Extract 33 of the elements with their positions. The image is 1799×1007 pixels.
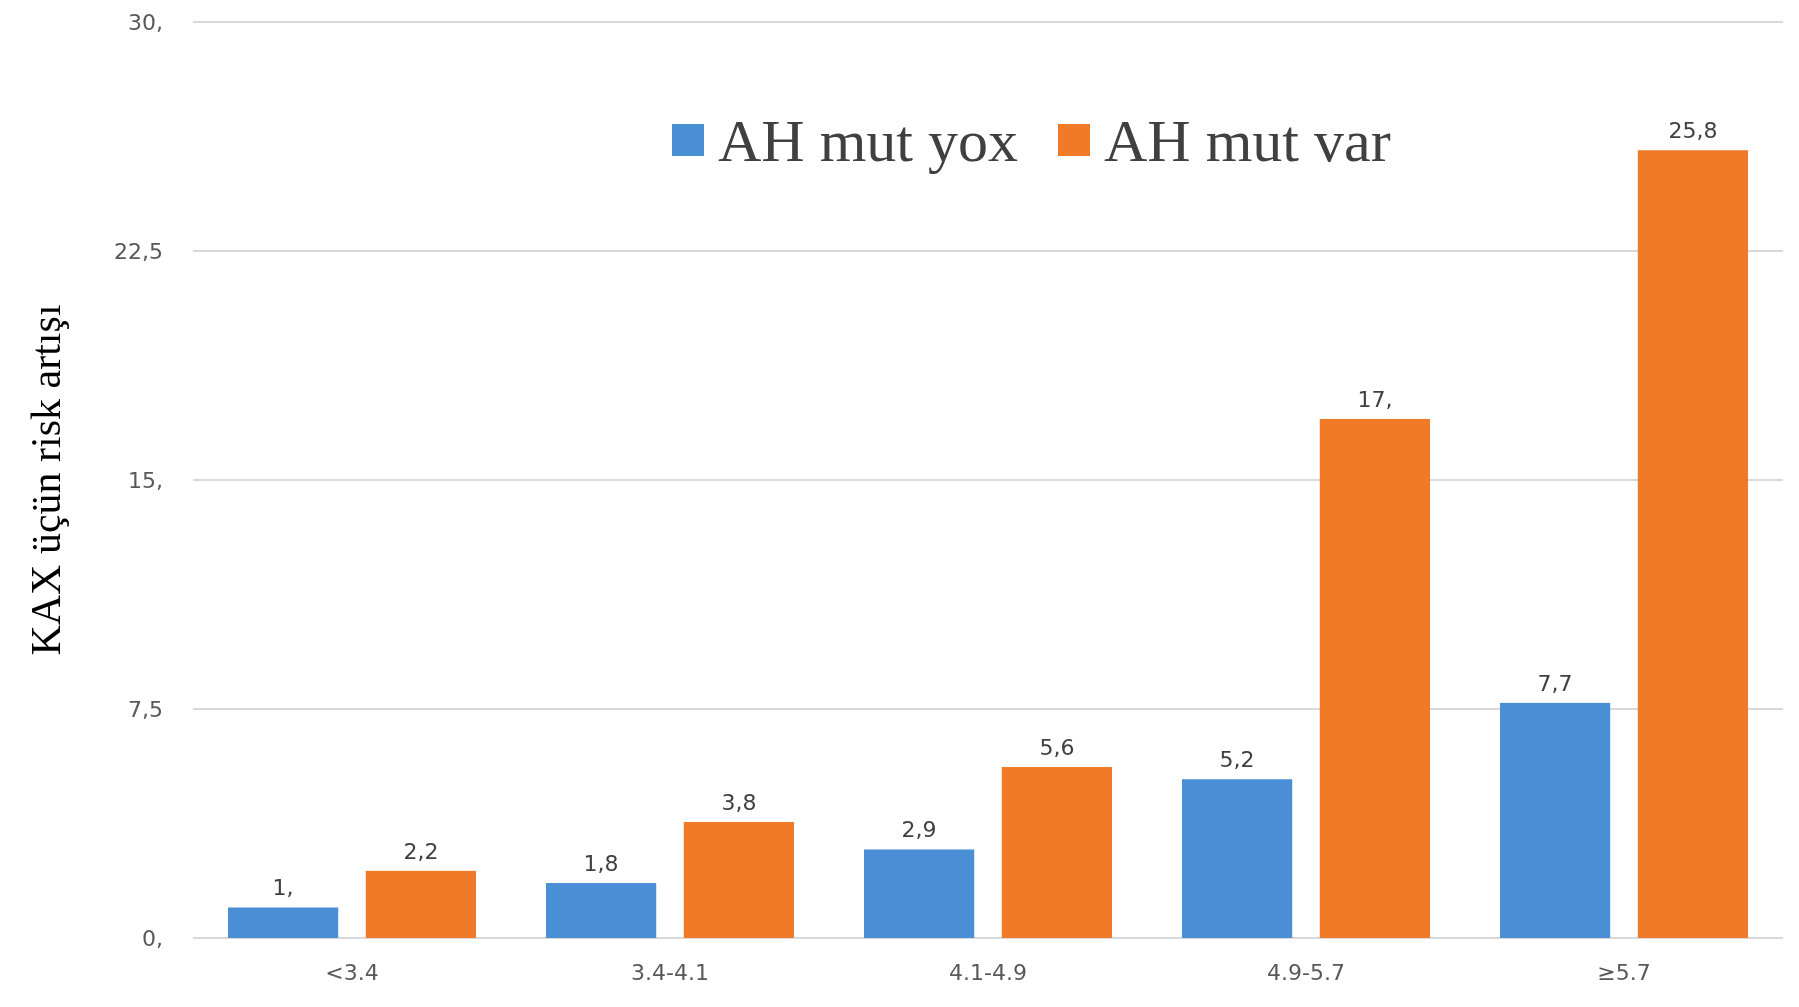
bar <box>1001 767 1113 938</box>
bar <box>545 883 657 938</box>
x-tick-label: <3.4 <box>325 960 379 985</box>
y-tick-label: 22,5 <box>114 238 163 264</box>
bar <box>1181 779 1293 938</box>
bar <box>683 821 795 938</box>
data-label: 25,8 <box>1668 118 1718 144</box>
data-label: 5,2 <box>1219 747 1255 773</box>
y-tick-label: 7,5 <box>128 696 163 722</box>
data-label: 5,6 <box>1039 735 1075 761</box>
legend-label: AH mut var <box>1104 108 1391 174</box>
bar <box>365 870 477 938</box>
data-label: 17, <box>1357 386 1393 412</box>
data-label: 2,2 <box>403 838 439 864</box>
x-tick-label: ≥5.7 <box>1597 960 1651 985</box>
y-tick-label: 30, <box>128 9 163 35</box>
bar <box>227 907 339 938</box>
bar <box>1499 702 1611 938</box>
y-tick-label: 15, <box>128 467 163 493</box>
x-tick-label: 4.1-4.9 <box>949 960 1027 985</box>
data-label: 2,9 <box>901 817 937 843</box>
bar <box>1319 418 1431 938</box>
y-axis-title: KAX üçün risk artışı <box>23 304 69 656</box>
data-label: 7,7 <box>1537 670 1573 696</box>
x-tick-label: 4.9-5.7 <box>1267 960 1345 985</box>
bar <box>1637 150 1749 938</box>
data-label: 1,8 <box>583 851 619 877</box>
bar <box>863 849 975 938</box>
data-label: 1, <box>272 875 294 901</box>
data-label: 3,8 <box>721 789 757 815</box>
y-tick-label: 0, <box>142 925 163 951</box>
x-tick-label: 3.4-4.1 <box>631 960 709 985</box>
legend-label: AH mut yox <box>718 108 1018 174</box>
